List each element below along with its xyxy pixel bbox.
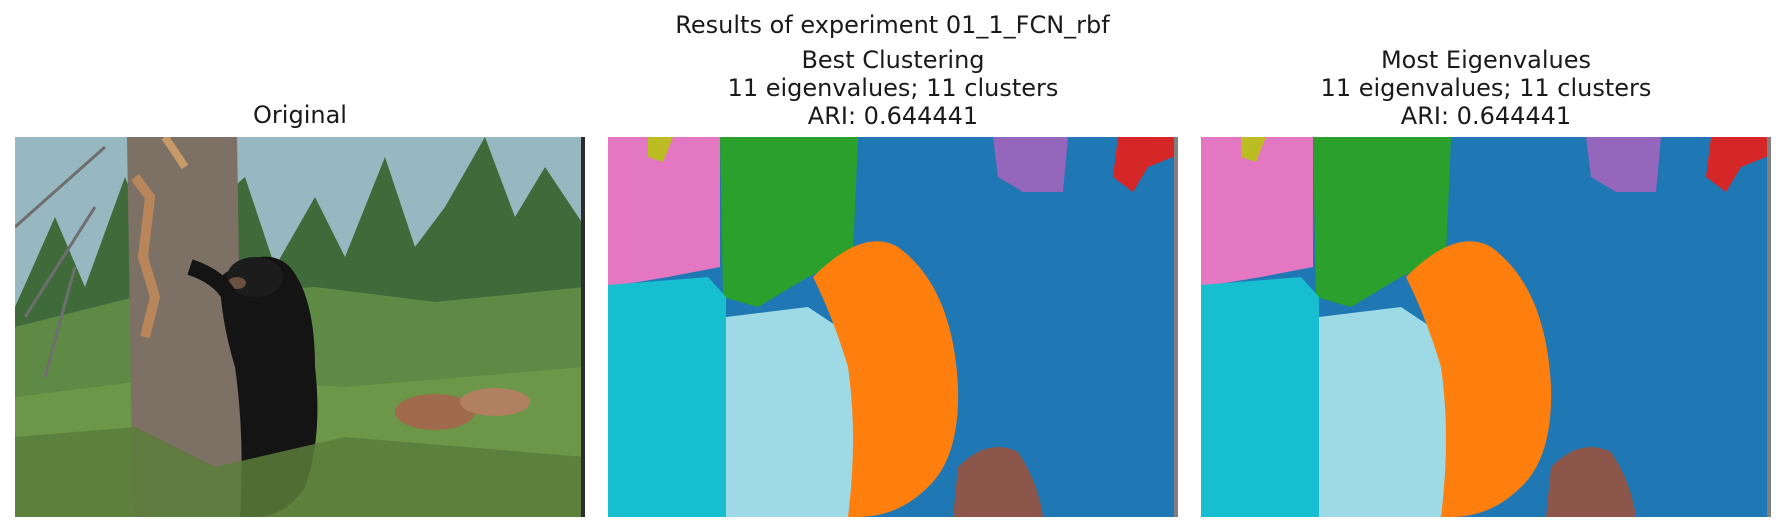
cluster-olive — [648, 137, 673, 162]
cluster-green — [720, 137, 858, 307]
cluster-green — [1313, 137, 1451, 307]
cluster-light-blue — [1319, 307, 1451, 517]
cluster-light-blue — [726, 307, 858, 517]
figure-suptitle: Results of experiment 01_1_FCN_rbf — [675, 11, 1110, 39]
cluster-brown — [1546, 447, 1636, 517]
cluster-red — [1113, 137, 1178, 192]
cluster-pink — [1201, 137, 1313, 287]
cluster-cyan — [1201, 277, 1319, 517]
cluster-orange — [1406, 241, 1552, 517]
cluster-pink — [608, 137, 720, 287]
segmentation-map-best — [608, 137, 1178, 517]
image-edge — [581, 137, 585, 517]
bare-branches — [15, 145, 106, 378]
cluster-purple — [993, 137, 1068, 192]
panel-title-best-clustering: Best Clustering 11 eigenvalues; 11 clust… — [727, 46, 1059, 130]
tree-trunk — [127, 137, 243, 517]
cluster-brown — [953, 447, 1043, 517]
cluster-olive — [1241, 137, 1266, 162]
cluster-purple — [1586, 137, 1661, 192]
dirt-mound — [395, 394, 475, 430]
cluster-cyan — [608, 277, 726, 517]
segmentation-map-most — [1201, 137, 1771, 517]
panel-title-most-eigenvalues: Most Eigenvalues 11 eigenvalues; 11 clus… — [1320, 46, 1652, 130]
original-photo — [15, 137, 585, 517]
cluster-red — [1706, 137, 1771, 192]
cluster-orange — [813, 241, 959, 517]
panel-title-original: Original — [253, 101, 347, 129]
